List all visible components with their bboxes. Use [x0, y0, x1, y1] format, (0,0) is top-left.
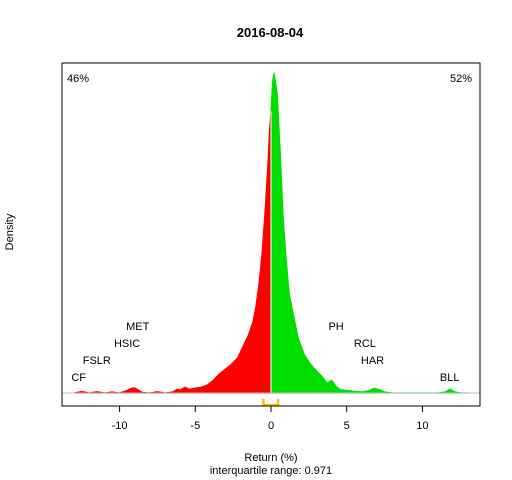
annotation-fslr: FSLR: [83, 355, 111, 367]
chart-subtitle: interquartile range: 0.971: [210, 465, 332, 477]
x-axis: -10 -5 0 5 10: [112, 406, 429, 432]
x-tick-label: -5: [190, 420, 200, 432]
negative-density-area: [73, 110, 272, 394]
annotation-bll: BLL: [440, 372, 460, 384]
annotation-met: MET: [126, 321, 150, 333]
annotation-hsic: HSIC: [114, 338, 140, 350]
y-axis-label: Density: [4, 213, 16, 250]
annotation-rcl: RCL: [354, 338, 376, 350]
annotation-ph: PH: [328, 321, 343, 333]
negative-share-label: 46%: [67, 73, 89, 85]
x-tick-label: 5: [344, 420, 350, 432]
x-axis-label: Return (%): [244, 452, 297, 464]
iqr-marker: [262, 399, 280, 407]
x-tick-label: -10: [112, 420, 128, 432]
annotation-cf: CF: [71, 372, 86, 384]
positive-share-label: 52%: [450, 73, 472, 85]
iqr-bracket: [262, 399, 280, 407]
annotation-har: HAR: [361, 355, 384, 367]
chart-title: 2016-08-04: [237, 25, 304, 40]
x-tick-label: 10: [416, 420, 428, 432]
x-tick-label: 0: [268, 420, 274, 432]
